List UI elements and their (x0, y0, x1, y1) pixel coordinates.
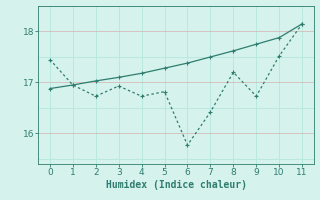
X-axis label: Humidex (Indice chaleur): Humidex (Indice chaleur) (106, 180, 246, 190)
